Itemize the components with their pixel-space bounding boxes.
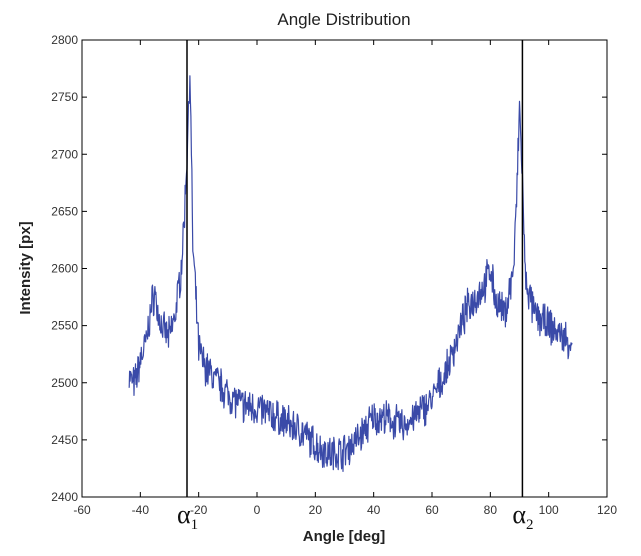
y-tick-label: 2600	[51, 262, 78, 276]
x-tick-label: 100	[539, 503, 559, 517]
marker-alpha: α	[512, 500, 526, 529]
y-tick-label: 2400	[51, 490, 78, 504]
chart-title: Angle Distribution	[277, 10, 410, 29]
y-axis-label: Intensity [px]	[17, 221, 34, 314]
x-tick-label: 60	[425, 503, 439, 517]
marker-lines: α1 α2	[177, 40, 534, 533]
y-tick-label: 2650	[51, 204, 78, 218]
x-tick-label: 20	[309, 503, 323, 517]
x-tick-label: -60	[73, 503, 91, 517]
x-tick-label: 40	[367, 503, 381, 517]
marker-subscript: 1	[191, 517, 199, 533]
x-axis-ticks: -60 -40 -20 0 20 40 60 80 100 120	[73, 40, 617, 517]
x-tick-label: -40	[132, 503, 150, 517]
y-tick-label: 2550	[51, 319, 78, 333]
y-tick-label: 2500	[51, 376, 78, 390]
y-axis-ticks: 2400 2450 2500 2550 2600 2650 2700 2750 2800	[51, 33, 607, 504]
y-tick-label: 2450	[51, 433, 78, 447]
marker-alpha: α	[177, 500, 191, 529]
x-tick-label: 0	[254, 503, 261, 517]
y-tick-label: 2750	[51, 90, 78, 104]
x-tick-label: 80	[484, 503, 498, 517]
y-tick-label: 2700	[51, 147, 78, 161]
marker-subscript: 2	[526, 517, 534, 533]
series-line	[128, 75, 573, 472]
marker-label-1: α1	[177, 500, 198, 533]
y-tick-label: 2800	[51, 33, 78, 47]
x-tick-label: -20	[190, 503, 208, 517]
marker-label-2: α2	[512, 500, 533, 533]
x-tick-label: 120	[597, 503, 617, 517]
plot-frame	[81, 39, 608, 498]
x-axis-label: Angle [deg]	[303, 528, 386, 545]
